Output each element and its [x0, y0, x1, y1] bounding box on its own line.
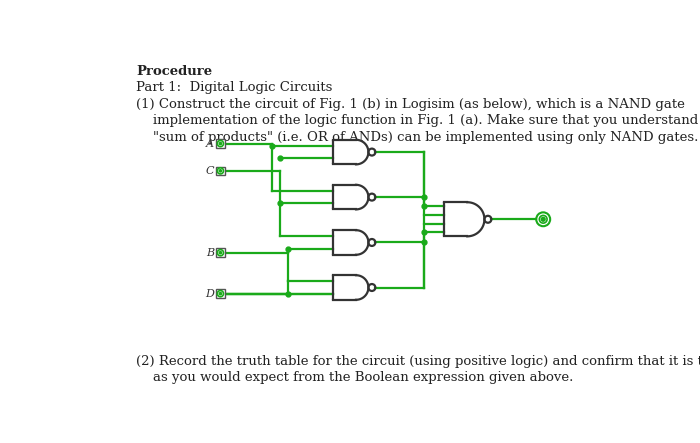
Text: (2) Record the truth table for the circuit (using positive logic) and confirm th: (2) Record the truth table for the circu…	[136, 355, 700, 368]
Bar	[216, 249, 225, 257]
Bar	[216, 139, 225, 148]
Circle shape	[219, 170, 222, 172]
Circle shape	[219, 292, 222, 295]
Text: as you would expect from the Boolean expression given above.: as you would expect from the Boolean exp…	[136, 371, 574, 384]
Text: Part 1:  Digital Logic Circuits: Part 1: Digital Logic Circuits	[136, 82, 332, 94]
Text: implementation of the logic function in Fig. 1 (a). Make sure that you understan: implementation of the logic function in …	[136, 114, 700, 127]
Text: A: A	[206, 139, 214, 148]
Bar	[216, 289, 225, 298]
Circle shape	[541, 218, 545, 221]
Text: Procedure: Procedure	[136, 65, 213, 78]
Text: C: C	[205, 166, 214, 176]
Text: B: B	[206, 248, 214, 258]
Bar	[216, 167, 225, 175]
Circle shape	[219, 142, 222, 145]
Circle shape	[219, 252, 222, 254]
Text: D: D	[205, 289, 214, 299]
Text: (1) Construct the circuit of Fig. 1 (b) in Logisim (as below), which is a NAND g: (1) Construct the circuit of Fig. 1 (b) …	[136, 98, 685, 111]
Text: "sum of products" (i.e. OR of ANDs) can be implemented using only NAND gates.: "sum of products" (i.e. OR of ANDs) can …	[136, 131, 699, 144]
